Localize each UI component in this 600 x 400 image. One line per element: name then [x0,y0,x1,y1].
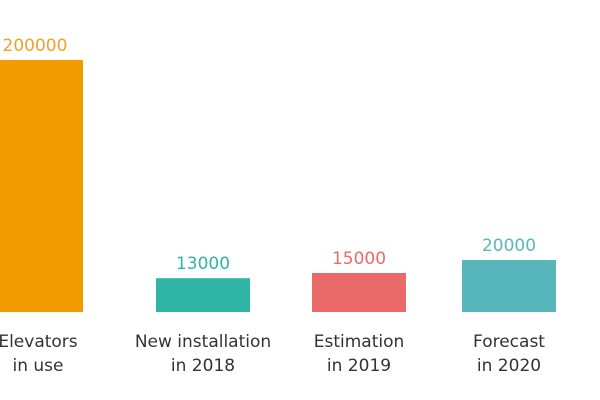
value-label-1: 200000 [3,36,68,56]
bar-2 [156,278,250,312]
value-label-3: 15000 [332,249,386,269]
category-label-3-line-1: Estimation [314,332,405,352]
value-label-2: 13000 [176,254,230,274]
category-label-2-line-2: in 2018 [171,356,235,376]
category-label-1-line-1: Elevators [0,332,78,352]
category-label-3-line-2: in 2019 [327,356,391,376]
category-label-4-line-1: Forecast [473,332,545,352]
bar-3 [312,273,406,312]
category-label-1-line-2: in use [13,356,64,376]
bar-4 [462,260,556,312]
value-label-4: 20000 [482,236,536,256]
category-label-2-line-1: New installation [135,332,271,352]
bar-1 [0,60,83,312]
category-label-4-line-2: in 2020 [477,356,541,376]
